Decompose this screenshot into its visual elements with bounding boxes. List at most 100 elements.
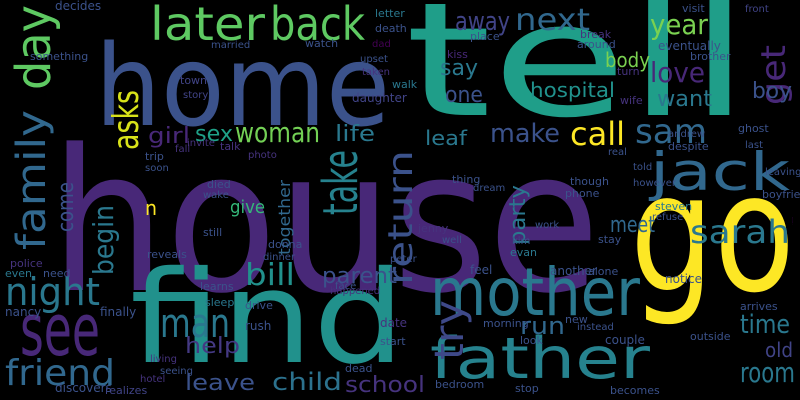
word: find xyxy=(130,244,405,393)
word: alone xyxy=(588,265,618,278)
word: visit xyxy=(682,2,705,15)
word: eventually xyxy=(658,39,721,53)
word: hotel xyxy=(140,374,165,385)
word: turn xyxy=(617,65,640,78)
word: tell xyxy=(405,0,750,153)
word: last xyxy=(745,140,763,151)
word: call xyxy=(570,115,625,153)
word: sam xyxy=(635,112,707,152)
word: one xyxy=(445,83,483,108)
word: evan xyxy=(510,246,537,259)
word: sex xyxy=(195,122,233,147)
word: go xyxy=(630,138,795,329)
word: mother xyxy=(430,254,641,331)
word: reveals xyxy=(147,248,187,261)
word: front xyxy=(745,4,769,15)
word: brother xyxy=(690,50,731,63)
word: something xyxy=(30,50,88,63)
word: despite xyxy=(668,140,709,153)
word: upset xyxy=(360,54,388,65)
word: thing xyxy=(452,173,480,186)
word: nancy xyxy=(5,305,41,319)
word: make xyxy=(490,119,560,149)
word: jack xyxy=(649,142,791,203)
word: woman xyxy=(235,116,320,149)
word: becomes xyxy=(610,384,660,397)
word: arrives xyxy=(740,300,778,313)
word: party xyxy=(506,185,531,245)
word: give xyxy=(230,197,265,218)
word: died xyxy=(207,178,231,191)
word: leaving xyxy=(765,167,800,178)
word: see xyxy=(20,288,100,372)
word: discovers xyxy=(55,381,112,395)
word: phone xyxy=(565,187,600,200)
word: stop xyxy=(515,382,539,395)
word: watch xyxy=(305,37,338,50)
word: happened xyxy=(330,286,380,297)
word: another xyxy=(550,264,597,278)
word: asks xyxy=(106,90,147,150)
word: date xyxy=(380,316,407,330)
word: ghost xyxy=(738,122,769,135)
word: work xyxy=(535,220,559,231)
word: kim xyxy=(512,236,530,247)
word: together xyxy=(275,180,294,255)
word: seeing xyxy=(160,366,193,377)
word: man xyxy=(160,301,230,347)
word: donna xyxy=(268,238,302,251)
word: face xyxy=(335,281,356,292)
word: father xyxy=(430,326,651,392)
word: real xyxy=(608,147,627,158)
word: wake xyxy=(203,190,229,201)
word: though xyxy=(570,175,609,188)
word: finally xyxy=(100,305,136,319)
word: sleep xyxy=(205,296,234,309)
word: home xyxy=(95,22,390,152)
word: soon xyxy=(145,163,169,174)
word: story xyxy=(183,90,208,101)
word: place xyxy=(470,30,500,43)
word: stay xyxy=(598,233,622,246)
word: town xyxy=(180,74,207,87)
word: wife xyxy=(620,94,643,107)
word: married xyxy=(211,40,250,51)
word: walk xyxy=(392,78,418,91)
word: steven xyxy=(655,200,692,213)
word: life xyxy=(335,122,375,147)
word: next xyxy=(515,3,590,38)
word: rush xyxy=(245,319,271,333)
word: help xyxy=(185,334,240,359)
word: couple xyxy=(605,333,645,347)
word: n xyxy=(145,196,157,220)
word: however xyxy=(633,178,677,189)
word: time xyxy=(740,310,790,340)
word: child xyxy=(272,368,342,396)
word: away xyxy=(455,7,510,37)
word: start xyxy=(380,335,406,348)
word: around xyxy=(577,38,616,51)
word: daughter xyxy=(352,91,407,105)
word: love xyxy=(650,56,705,89)
word: dream xyxy=(473,183,505,194)
word: dad xyxy=(372,39,391,50)
word: peter xyxy=(390,254,418,265)
word: bedroom xyxy=(435,378,484,391)
word: day xyxy=(6,5,62,90)
word: photo xyxy=(248,150,277,161)
word: morning xyxy=(483,317,529,330)
word: boy xyxy=(752,79,792,104)
word: come xyxy=(54,182,79,232)
word: talk xyxy=(220,140,241,153)
word: fall xyxy=(175,144,190,155)
word: drive xyxy=(245,299,273,312)
word: begin xyxy=(87,205,120,275)
word: notice xyxy=(665,272,702,286)
word: leave xyxy=(185,371,255,396)
word: instead xyxy=(577,322,614,333)
word: learns xyxy=(200,280,234,293)
word: room xyxy=(740,356,795,389)
word: still xyxy=(203,226,222,239)
